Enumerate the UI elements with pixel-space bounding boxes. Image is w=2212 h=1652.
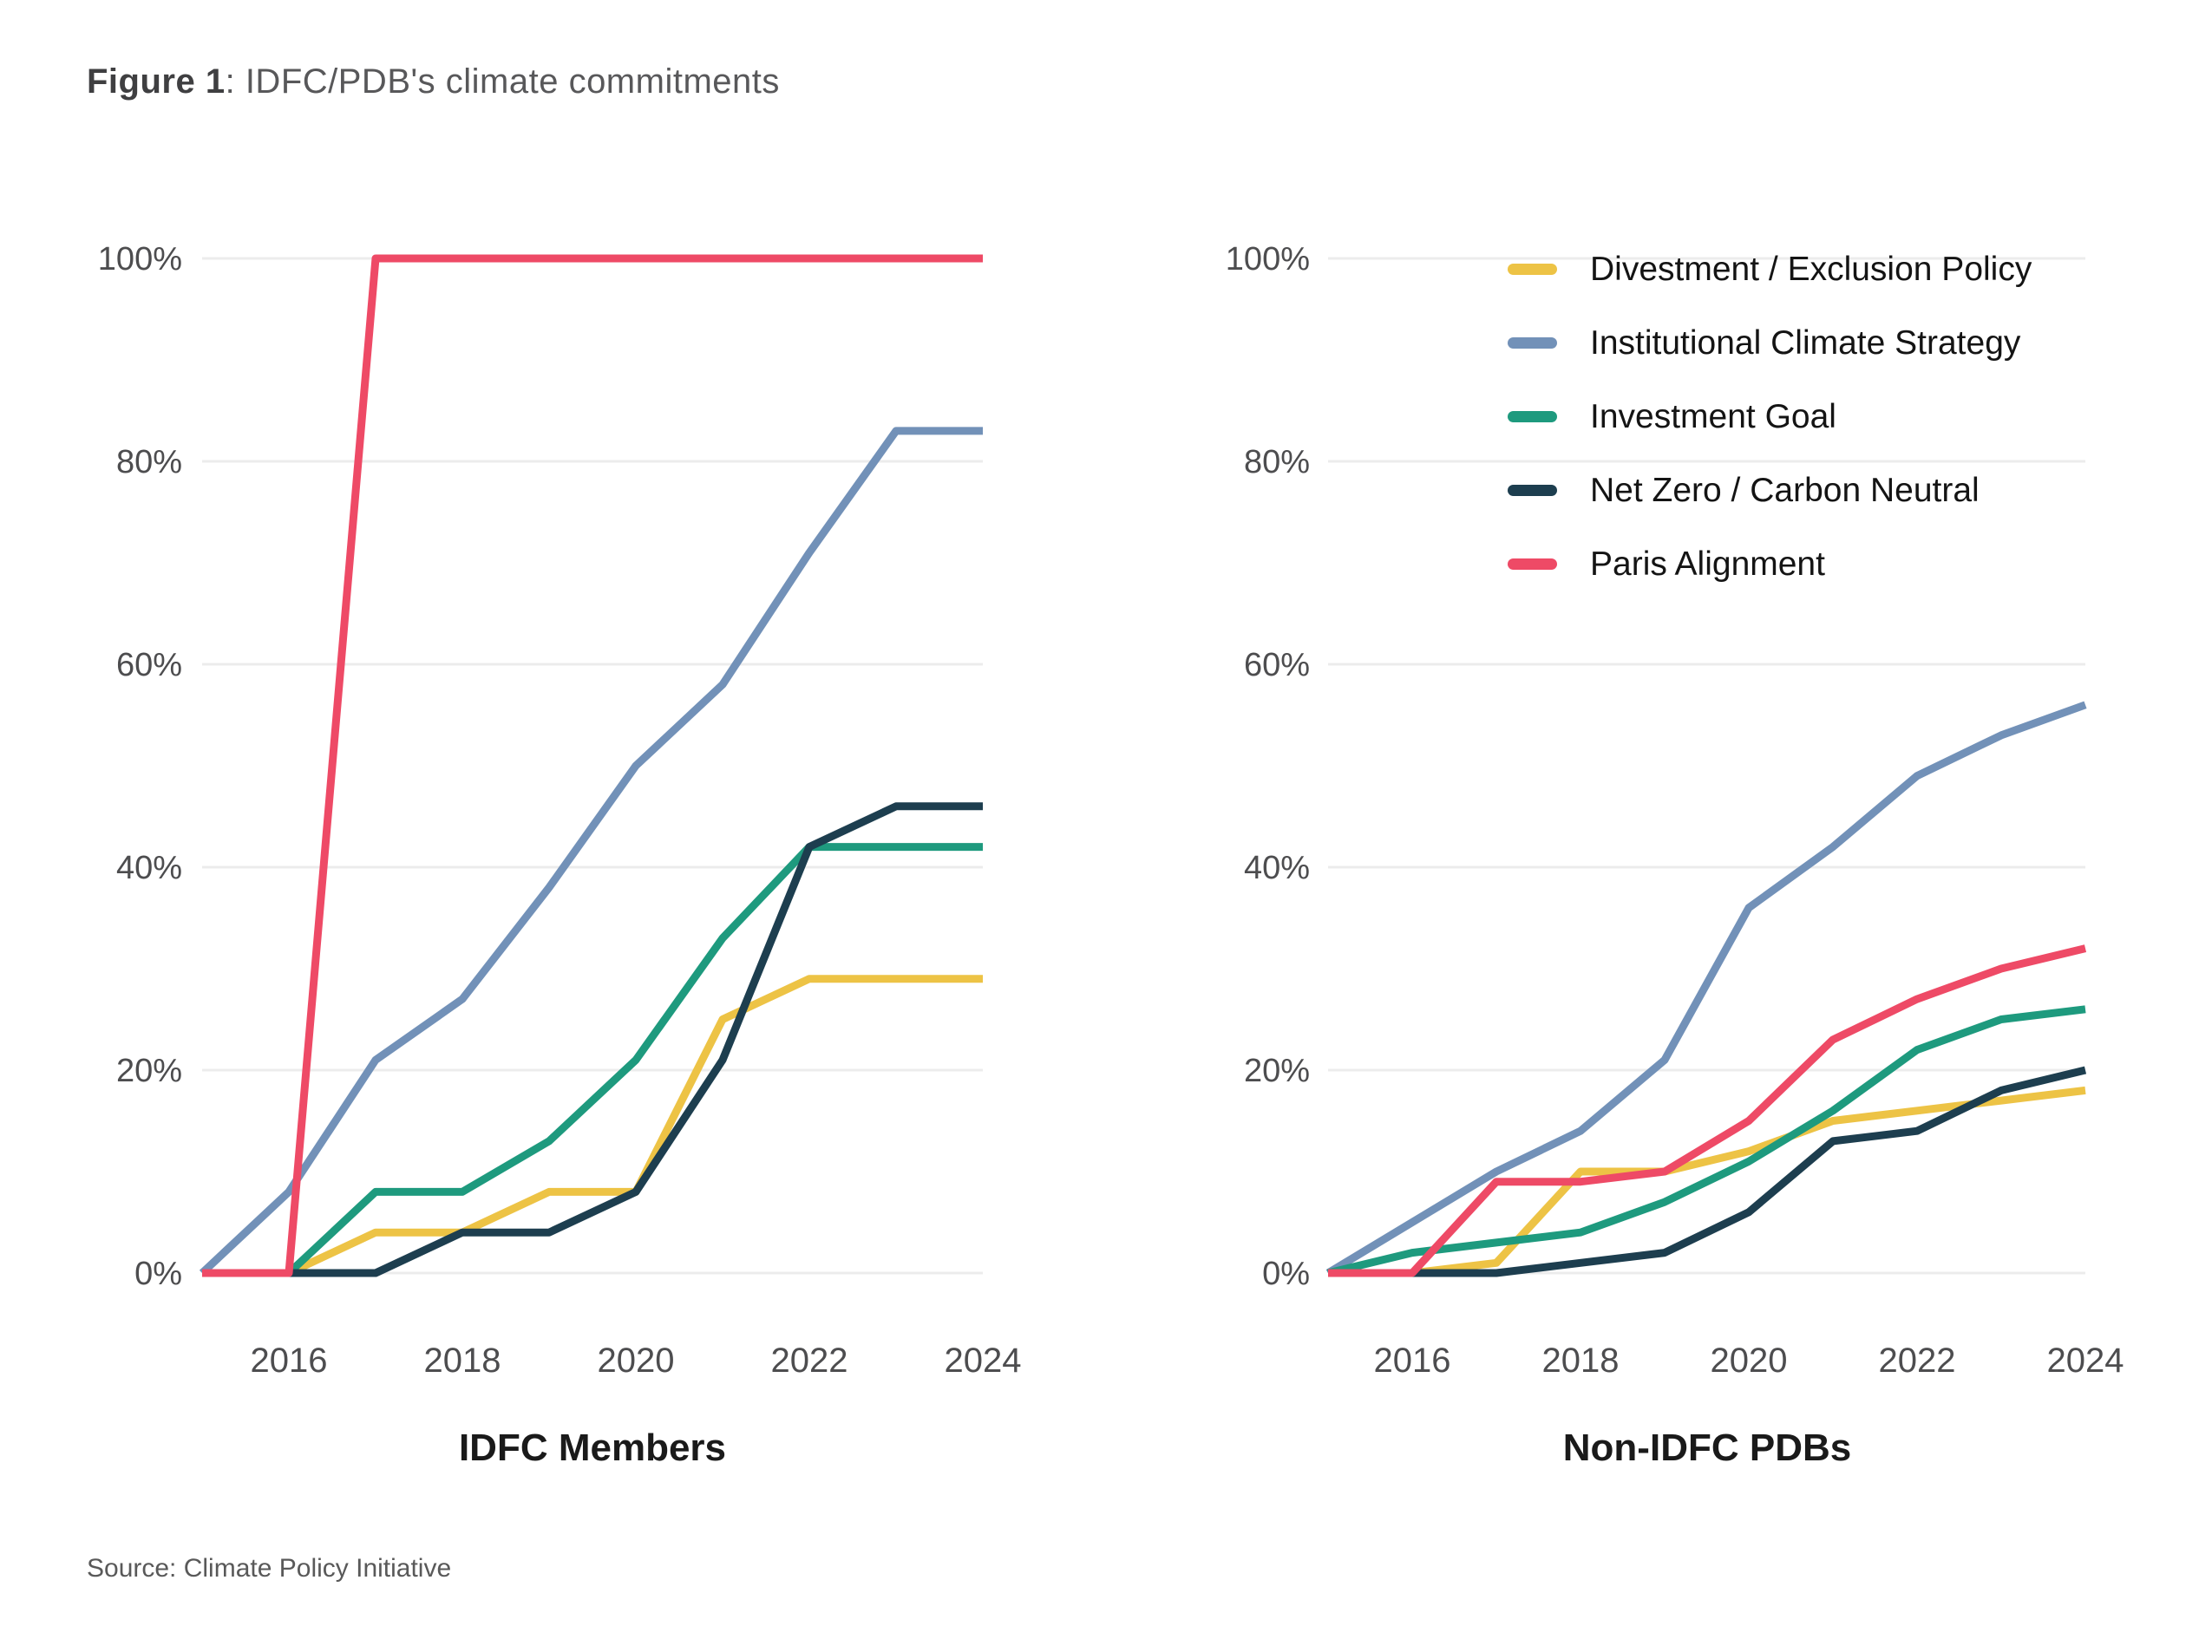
- source-note: Source: Climate Policy Initiative: [87, 1554, 452, 1583]
- chart-title-non-idfc-pdbs: Non-IDFC PDBs: [1562, 1427, 1852, 1469]
- line-investment-goal: [1326, 1005, 2086, 1277]
- line-institutional-climate-strategy: [199, 427, 983, 1277]
- line-paris-alignment: [202, 254, 983, 1277]
- legend-swatch-institutional-climate-strategy: [1508, 337, 1557, 349]
- chart-title-idfc-members: IDFC Members: [458, 1427, 727, 1469]
- legend-label: Net Zero / Carbon Neutral: [1590, 471, 1980, 509]
- y-tick-label: 80%: [1244, 444, 1310, 480]
- legend-label: Institutional Climate Strategy: [1590, 323, 2021, 362]
- y-tick-label: 20%: [1244, 1053, 1310, 1089]
- legend-item-net-zero-carbon-neutral: Net Zero / Carbon Neutral: [1508, 454, 2032, 527]
- y-tick-label: 100%: [1226, 241, 1310, 278]
- legend-item-paris-alignment: Paris Alignment: [1508, 527, 2032, 601]
- y-tick-label: 40%: [116, 850, 182, 886]
- chart-legend: Divestment / Exclusion Policy Institution…: [1508, 232, 2032, 601]
- legend-label: Investment Goal: [1590, 397, 1836, 435]
- line-net-zero-carbon-neutral: [202, 802, 983, 1277]
- figure-label: Figure 1: [87, 62, 226, 101]
- y-tick-label: 40%: [1244, 850, 1310, 886]
- figure-title: Figure 1: IDFC/PDB's climate commitments: [87, 62, 780, 101]
- line-divestment-exclusion-policy: [202, 975, 983, 1277]
- line-paris-alignment: [1328, 944, 2087, 1277]
- idfc-members-panel: 100% 80% 60% 40% 20% 0% 2016 2018 2020 2022 2024: [98, 241, 1022, 1380]
- x-tick-label: 2020: [598, 1342, 675, 1380]
- y-tick-label: 60%: [116, 647, 182, 683]
- legend-label: Divestment / Exclusion Policy: [1590, 250, 2032, 288]
- legend-item-institutional-climate-strategy: Institutional Climate Strategy: [1508, 306, 2032, 380]
- legend-item-divestment-exclusion-policy: Divestment / Exclusion Policy: [1508, 232, 2032, 306]
- legend-swatch-paris-alignment: [1508, 558, 1557, 570]
- legend-swatch-divestment-exclusion-policy: [1508, 264, 1557, 275]
- x-tick-label: 2018: [424, 1342, 501, 1380]
- y-tick-label: 20%: [116, 1053, 182, 1089]
- non-idfc-pdbs-panel: 100% 80% 60% 40% 20% 0% 2016 2018 2020 2022 2024: [1226, 241, 2124, 1380]
- legend-label: Paris Alignment: [1590, 545, 1825, 583]
- line-net-zero-carbon-neutral: [1328, 1066, 2087, 1277]
- x-tick-label: 2024: [945, 1342, 1022, 1380]
- legend-swatch-investment-goal: [1508, 411, 1557, 422]
- line-divestment-exclusion-policy: [1328, 1086, 2086, 1277]
- line-institutional-climate-strategy: [1325, 701, 2087, 1277]
- y-tick-label: 100%: [98, 241, 182, 278]
- x-tick-label: 2024: [2047, 1342, 2124, 1380]
- x-tick-label: 2016: [251, 1342, 328, 1380]
- legend-item-investment-goal: Investment Goal: [1508, 380, 2032, 454]
- x-tick-label: 2016: [1374, 1342, 1451, 1380]
- x-tick-label: 2018: [1542, 1342, 1620, 1380]
- y-tick-label: 0%: [1262, 1256, 1310, 1292]
- y-tick-label: 60%: [1244, 647, 1310, 683]
- y-tick-label: 0%: [134, 1256, 182, 1292]
- line-investment-goal: [202, 843, 983, 1277]
- x-tick-label: 2022: [1879, 1342, 1956, 1380]
- legend-swatch-net-zero-carbon-neutral: [1508, 485, 1557, 496]
- x-tick-label: 2020: [1711, 1342, 1788, 1380]
- x-tick-label: 2022: [771, 1342, 848, 1380]
- figure-title-text: : IDFC/PDB's climate commitments: [225, 62, 780, 101]
- y-tick-label: 80%: [116, 444, 182, 480]
